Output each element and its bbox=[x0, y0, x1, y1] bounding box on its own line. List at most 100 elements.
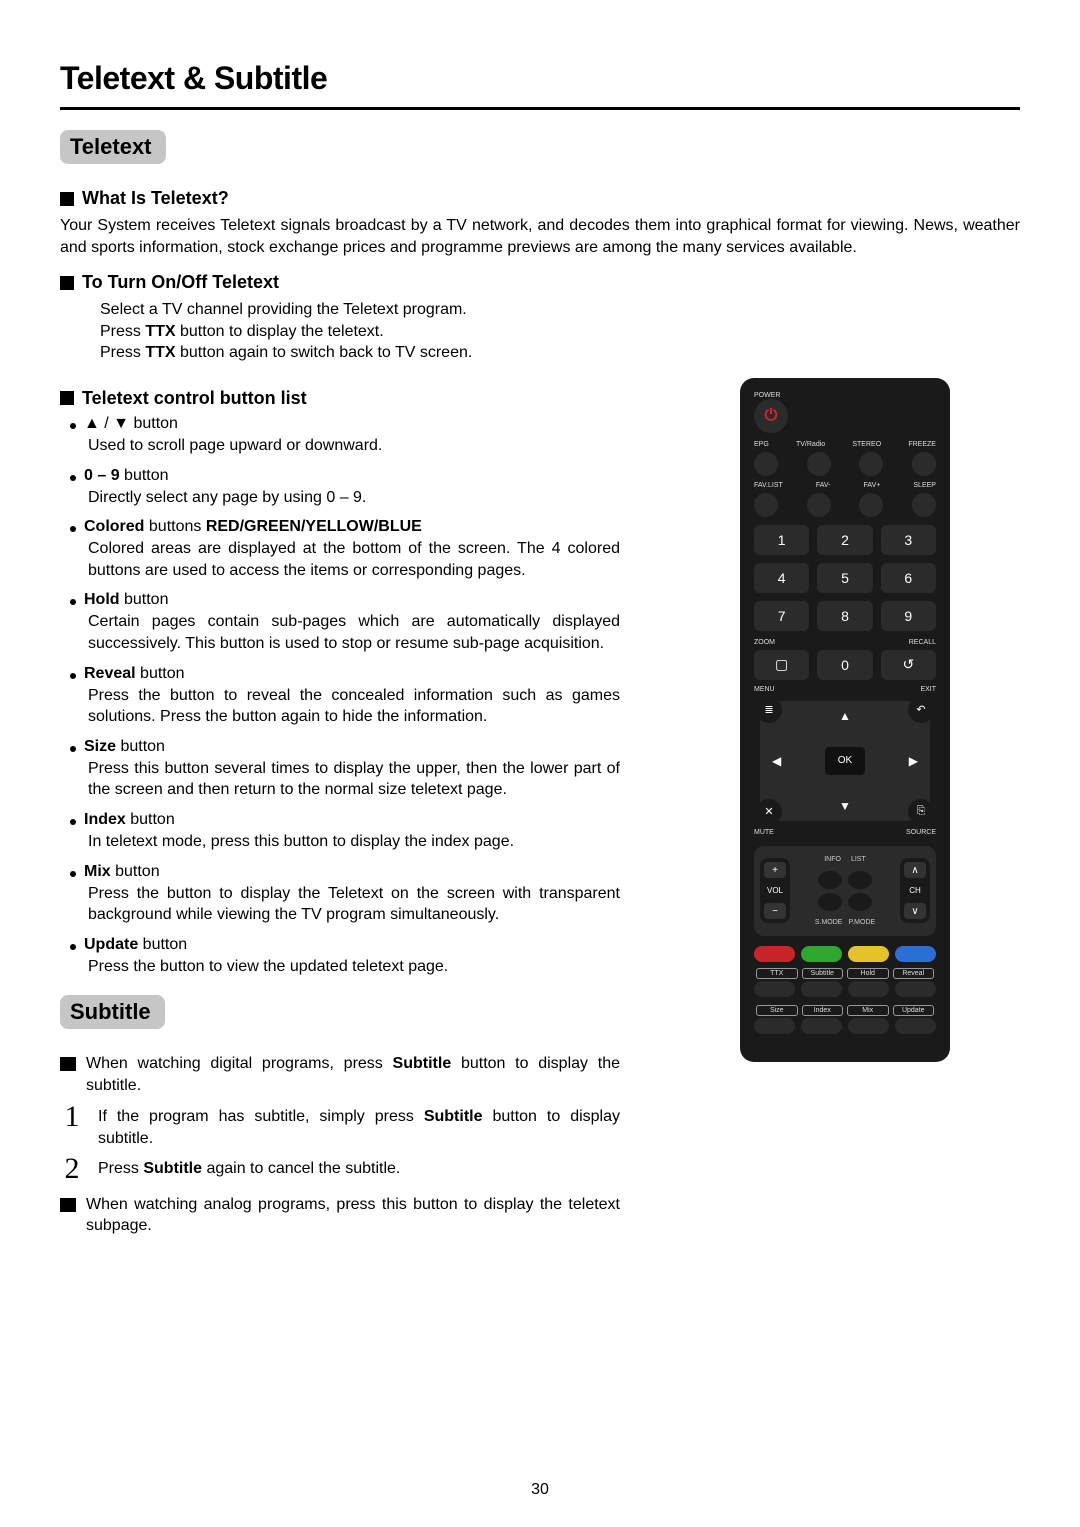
number-button-7: 7 bbox=[754, 601, 809, 631]
menu-button: ≣ bbox=[756, 697, 782, 723]
list-item: 0 – 9 button bbox=[70, 467, 620, 485]
button-label: TTX bbox=[756, 968, 798, 979]
bullet-icon bbox=[70, 944, 76, 950]
tvradio-button bbox=[807, 452, 831, 476]
item-description: In teletext mode, press this button to d… bbox=[88, 831, 620, 853]
item-description: Certain pages contain sub-pages which ar… bbox=[88, 611, 620, 654]
mix-button bbox=[848, 1018, 889, 1034]
favlist-button bbox=[754, 493, 778, 517]
color-button bbox=[895, 946, 936, 962]
heading-text: Teletext control button list bbox=[82, 388, 307, 409]
number-button-9: 9 bbox=[881, 601, 936, 631]
teletext-button-list: ▲ / ▼ button Used to scroll page upward o… bbox=[70, 415, 620, 977]
label: S.MODE bbox=[815, 919, 843, 926]
label: STEREO bbox=[852, 441, 881, 448]
pre: Press bbox=[98, 1160, 143, 1177]
item-description: Press the button to view the updated tel… bbox=[88, 956, 620, 978]
button-label: Mix bbox=[847, 1005, 889, 1016]
item-label: Colored buttons RED/GREEN/YELLOW/BLUE bbox=[84, 518, 422, 536]
subtitle-step-1: 1 If the program has subtitle, simply pr… bbox=[60, 1106, 620, 1149]
favminus-button bbox=[807, 493, 831, 517]
button-label-row-2: SizeIndexMixUpdate bbox=[754, 1005, 936, 1016]
label: SLEEP bbox=[913, 482, 936, 489]
hold-button bbox=[848, 981, 889, 997]
number-button-8: 8 bbox=[817, 601, 872, 631]
heading-turn-on-off: To Turn On/Off Teletext bbox=[60, 272, 1020, 293]
mute-button: ✕ bbox=[756, 799, 782, 825]
ch-label: CH bbox=[909, 886, 921, 895]
index-button bbox=[801, 1018, 842, 1034]
pre: When watching digital programs, press bbox=[86, 1055, 393, 1072]
ok-button: OK bbox=[825, 747, 865, 775]
list-item: Size button bbox=[70, 738, 620, 756]
heading-text: What Is Teletext? bbox=[82, 188, 229, 209]
pmode-button bbox=[848, 893, 872, 911]
list-item: ▲ / ▼ button bbox=[70, 415, 620, 433]
recall-button: ↺ bbox=[881, 650, 936, 680]
teletext-section-tab: Teletext bbox=[60, 130, 166, 164]
item-label: Size button bbox=[84, 738, 165, 756]
label: FREEZE bbox=[908, 441, 936, 448]
right-arrow-icon: ▶ bbox=[909, 754, 918, 768]
label: LIST bbox=[851, 856, 866, 863]
heading-text: To Turn On/Off Teletext bbox=[82, 272, 279, 293]
label: FAV.LIST bbox=[754, 482, 783, 489]
item-description: Press this button several times to displ… bbox=[88, 758, 620, 801]
vol-pill: + VOL − bbox=[760, 858, 790, 923]
list-item: Mix button bbox=[70, 863, 620, 881]
number-button-4: 4 bbox=[754, 563, 809, 593]
button-label: Hold bbox=[847, 968, 889, 979]
bullet-icon bbox=[70, 526, 76, 532]
page-title: Teletext & Subtitle bbox=[60, 60, 1020, 97]
list-item: Hold button bbox=[70, 591, 620, 609]
info-button bbox=[818, 871, 842, 889]
vol-down-button: − bbox=[764, 903, 786, 919]
number-button-6: 6 bbox=[881, 563, 936, 593]
step-number: 1 bbox=[60, 1102, 84, 1132]
subtitle-note-analog: When watching analog programs, press thi… bbox=[60, 1194, 620, 1237]
list-button bbox=[848, 871, 872, 889]
button-label: Reveal bbox=[893, 968, 935, 979]
item-label: 0 – 9 button bbox=[84, 467, 169, 485]
label: FAV- bbox=[816, 482, 831, 489]
label: P.MODE bbox=[848, 919, 875, 926]
item-label: Mix button bbox=[84, 863, 160, 881]
ttx-button bbox=[754, 981, 795, 997]
label: MENU bbox=[754, 686, 775, 693]
left-arrow-icon: ◀ bbox=[772, 754, 781, 768]
list-item: Update button bbox=[70, 936, 620, 954]
item-description: Directly select any page by using 0 – 9. bbox=[88, 487, 620, 509]
freeze-button bbox=[912, 452, 936, 476]
label: SOURCE bbox=[906, 829, 936, 836]
button-label: Update bbox=[893, 1005, 935, 1016]
zero-button: 0 bbox=[817, 650, 872, 680]
item-label: ▲ / ▼ button bbox=[84, 415, 178, 433]
color-buttons-row bbox=[754, 946, 936, 962]
reveal-button bbox=[895, 981, 936, 997]
bullet-icon bbox=[70, 746, 76, 752]
bullet-icon bbox=[70, 819, 76, 825]
vol-up-button: + bbox=[764, 862, 786, 878]
subtitle-button bbox=[801, 981, 842, 997]
smode-button bbox=[818, 893, 842, 911]
item-description: Used to scroll page upward or downward. bbox=[88, 435, 620, 457]
source-button: ⎘ bbox=[908, 799, 934, 825]
ch-pill: ∧ CH ∨ bbox=[900, 858, 930, 923]
number-button-1: 1 bbox=[754, 525, 809, 555]
line-pre: Press bbox=[100, 344, 145, 361]
vol-label: VOL bbox=[767, 886, 783, 895]
subtitle-section-tab: Subtitle bbox=[60, 995, 165, 1029]
label: EPG bbox=[754, 441, 769, 448]
item-label: Reveal button bbox=[84, 665, 185, 683]
nav-dpad: ≣ ↶ ✕ ⎘ ▲ ▼ ◀ ▶ OK bbox=[760, 701, 930, 821]
line-pre: Press bbox=[100, 323, 145, 340]
turn-on-off-body: Select a TV channel providing the Telete… bbox=[60, 299, 1020, 364]
stereo-button bbox=[859, 452, 883, 476]
label: ZOOM bbox=[754, 639, 775, 646]
bullet-icon bbox=[70, 673, 76, 679]
list-item: Index button bbox=[70, 811, 620, 829]
heading-button-list: Teletext control button list bbox=[60, 388, 620, 409]
down-arrow-icon: ▼ bbox=[839, 799, 851, 813]
item-label: Hold button bbox=[84, 591, 168, 609]
what-is-teletext-body: Your System receives Teletext signals br… bbox=[60, 215, 1020, 258]
